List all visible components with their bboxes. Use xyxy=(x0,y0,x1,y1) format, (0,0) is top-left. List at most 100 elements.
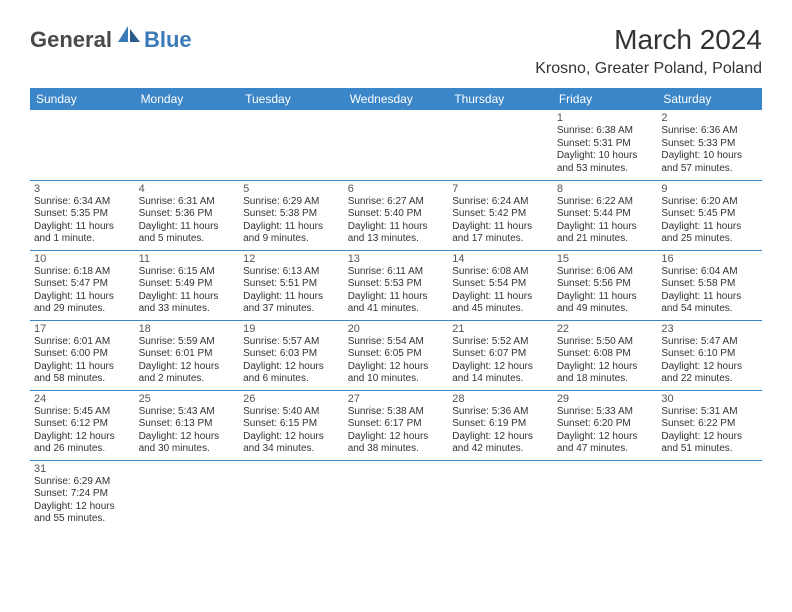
sunrise-text: Sunrise: 5:52 AM xyxy=(452,336,549,349)
sunset-text: Sunset: 5:47 PM xyxy=(34,278,131,291)
sunrise-text: Sunrise: 5:54 AM xyxy=(348,336,445,349)
daylight-text: Daylight: 12 hours and 42 minutes. xyxy=(452,431,549,456)
calendar-row: 10Sunrise: 6:18 AMSunset: 5:47 PMDayligh… xyxy=(30,250,762,320)
calendar-cell: 18Sunrise: 5:59 AMSunset: 6:01 PMDayligh… xyxy=(135,320,240,390)
sunrise-text: Sunrise: 6:22 AM xyxy=(557,196,654,209)
sunset-text: Sunset: 5:56 PM xyxy=(557,278,654,291)
daylight-text: Daylight: 12 hours and 10 minutes. xyxy=(348,361,445,386)
calendar-cell: 12Sunrise: 6:13 AMSunset: 5:51 PMDayligh… xyxy=(239,250,344,320)
day-number: 2 xyxy=(661,112,758,124)
logo-text-general: General xyxy=(30,27,112,53)
daylight-text: Daylight: 11 hours and 54 minutes. xyxy=(661,291,758,316)
calendar-cell: 1Sunrise: 6:38 AMSunset: 5:31 PMDaylight… xyxy=(553,110,658,180)
sunrise-text: Sunrise: 6:38 AM xyxy=(557,125,654,138)
daylight-text: Daylight: 10 hours and 57 minutes. xyxy=(661,150,758,175)
sunset-text: Sunset: 6:08 PM xyxy=(557,348,654,361)
calendar-cell: 6Sunrise: 6:27 AMSunset: 5:40 PMDaylight… xyxy=(344,180,449,250)
day-number: 1 xyxy=(557,112,654,124)
sunset-text: Sunset: 6:05 PM xyxy=(348,348,445,361)
daylight-text: Daylight: 11 hours and 49 minutes. xyxy=(557,291,654,316)
daylight-text: Daylight: 11 hours and 5 minutes. xyxy=(139,221,236,246)
daylight-text: Daylight: 12 hours and 47 minutes. xyxy=(557,431,654,456)
day-header: Saturday xyxy=(657,88,762,110)
day-number: 17 xyxy=(34,323,131,335)
daylight-text: Daylight: 11 hours and 58 minutes. xyxy=(34,361,131,386)
sail-icon xyxy=(116,24,142,49)
day-number: 5 xyxy=(243,183,340,195)
sunrise-text: Sunrise: 6:36 AM xyxy=(661,125,758,138)
sunset-text: Sunset: 6:01 PM xyxy=(139,348,236,361)
calendar-cell xyxy=(239,460,344,530)
sunrise-text: Sunrise: 5:40 AM xyxy=(243,406,340,419)
sunrise-text: Sunrise: 5:36 AM xyxy=(452,406,549,419)
sunrise-text: Sunrise: 5:45 AM xyxy=(34,406,131,419)
sunrise-text: Sunrise: 6:01 AM xyxy=(34,336,131,349)
day-header: Friday xyxy=(553,88,658,110)
calendar-cell: 7Sunrise: 6:24 AMSunset: 5:42 PMDaylight… xyxy=(448,180,553,250)
calendar-cell: 15Sunrise: 6:06 AMSunset: 5:56 PMDayligh… xyxy=(553,250,658,320)
location: Krosno, Greater Poland, Poland xyxy=(535,60,762,78)
day-header: Sunday xyxy=(30,88,135,110)
sunset-text: Sunset: 5:40 PM xyxy=(348,208,445,221)
calendar-cell: 30Sunrise: 5:31 AMSunset: 6:22 PMDayligh… xyxy=(657,390,762,460)
sunset-text: Sunset: 5:58 PM xyxy=(661,278,758,291)
day-number: 30 xyxy=(661,393,758,405)
sunset-text: Sunset: 6:13 PM xyxy=(139,418,236,431)
calendar-cell: 17Sunrise: 6:01 AMSunset: 6:00 PMDayligh… xyxy=(30,320,135,390)
day-header: Tuesday xyxy=(239,88,344,110)
day-number: 3 xyxy=(34,183,131,195)
calendar-cell xyxy=(135,110,240,180)
day-number: 13 xyxy=(348,253,445,265)
calendar-cell: 26Sunrise: 5:40 AMSunset: 6:15 PMDayligh… xyxy=(239,390,344,460)
daylight-text: Daylight: 11 hours and 37 minutes. xyxy=(243,291,340,316)
calendar-row: 3Sunrise: 6:34 AMSunset: 5:35 PMDaylight… xyxy=(30,180,762,250)
calendar-cell: 22Sunrise: 5:50 AMSunset: 6:08 PMDayligh… xyxy=(553,320,658,390)
calendar-cell: 5Sunrise: 6:29 AMSunset: 5:38 PMDaylight… xyxy=(239,180,344,250)
day-number: 28 xyxy=(452,393,549,405)
day-number: 18 xyxy=(139,323,236,335)
calendar-cell: 25Sunrise: 5:43 AMSunset: 6:13 PMDayligh… xyxy=(135,390,240,460)
day-number: 22 xyxy=(557,323,654,335)
calendar-cell: 20Sunrise: 5:54 AMSunset: 6:05 PMDayligh… xyxy=(344,320,449,390)
daylight-text: Daylight: 12 hours and 18 minutes. xyxy=(557,361,654,386)
sunrise-text: Sunrise: 5:43 AM xyxy=(139,406,236,419)
day-header: Wednesday xyxy=(344,88,449,110)
month-title: March 2024 xyxy=(535,24,762,56)
daylight-text: Daylight: 11 hours and 13 minutes. xyxy=(348,221,445,246)
daylight-text: Daylight: 12 hours and 51 minutes. xyxy=(661,431,758,456)
daylight-text: Daylight: 11 hours and 41 minutes. xyxy=(348,291,445,316)
day-number: 8 xyxy=(557,183,654,195)
daylight-text: Daylight: 12 hours and 38 minutes. xyxy=(348,431,445,456)
sunrise-text: Sunrise: 5:47 AM xyxy=(661,336,758,349)
day-number: 6 xyxy=(348,183,445,195)
calendar-row: 1Sunrise: 6:38 AMSunset: 5:31 PMDaylight… xyxy=(30,110,762,180)
calendar-cell xyxy=(448,460,553,530)
day-header-row: Sunday Monday Tuesday Wednesday Thursday… xyxy=(30,88,762,110)
day-number: 26 xyxy=(243,393,340,405)
calendar-cell: 14Sunrise: 6:08 AMSunset: 5:54 PMDayligh… xyxy=(448,250,553,320)
day-number: 12 xyxy=(243,253,340,265)
sunrise-text: Sunrise: 6:20 AM xyxy=(661,196,758,209)
sunrise-text: Sunrise: 6:15 AM xyxy=(139,266,236,279)
day-number: 21 xyxy=(452,323,549,335)
sunset-text: Sunset: 6:19 PM xyxy=(452,418,549,431)
calendar-body: 1Sunrise: 6:38 AMSunset: 5:31 PMDaylight… xyxy=(30,110,762,530)
sunset-text: Sunset: 6:03 PM xyxy=(243,348,340,361)
sunrise-text: Sunrise: 6:08 AM xyxy=(452,266,549,279)
sunrise-text: Sunrise: 6:06 AM xyxy=(557,266,654,279)
calendar-cell: 3Sunrise: 6:34 AMSunset: 5:35 PMDaylight… xyxy=(30,180,135,250)
sunrise-text: Sunrise: 6:27 AM xyxy=(348,196,445,209)
sunset-text: Sunset: 6:10 PM xyxy=(661,348,758,361)
sunset-text: Sunset: 5:49 PM xyxy=(139,278,236,291)
daylight-text: Daylight: 12 hours and 22 minutes. xyxy=(661,361,758,386)
sunset-text: Sunset: 5:53 PM xyxy=(348,278,445,291)
calendar-cell xyxy=(448,110,553,180)
day-number: 9 xyxy=(661,183,758,195)
daylight-text: Daylight: 11 hours and 17 minutes. xyxy=(452,221,549,246)
calendar-cell xyxy=(344,460,449,530)
calendar-cell: 28Sunrise: 5:36 AMSunset: 6:19 PMDayligh… xyxy=(448,390,553,460)
sunset-text: Sunset: 6:17 PM xyxy=(348,418,445,431)
sunset-text: Sunset: 6:15 PM xyxy=(243,418,340,431)
calendar-cell: 29Sunrise: 5:33 AMSunset: 6:20 PMDayligh… xyxy=(553,390,658,460)
day-number: 23 xyxy=(661,323,758,335)
